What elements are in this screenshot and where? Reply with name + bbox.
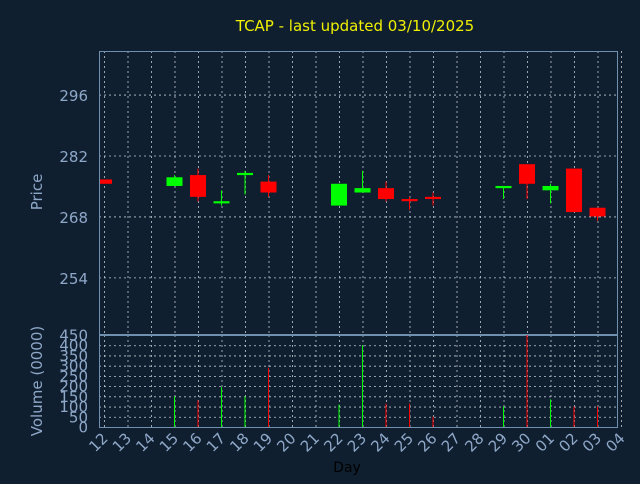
candle-body (354, 188, 371, 193)
volume-axis-label: Volume (0000) (28, 326, 46, 436)
volume-tick-label: 350 (59, 347, 88, 365)
volume-tick-label: 100 (59, 398, 88, 416)
candle-body (166, 177, 183, 186)
x-tick-label: 21 (297, 429, 323, 455)
candle-body (190, 175, 206, 197)
x-tick-label: 27 (438, 429, 464, 455)
x-tick-label: 30 (508, 429, 534, 455)
x-tick-label: 13 (109, 429, 135, 455)
volume-tick-label: 250 (59, 367, 88, 385)
price-tick-label: 282 (59, 148, 88, 166)
candle-body (425, 196, 441, 200)
candle-body (213, 201, 230, 204)
candle-body (237, 172, 253, 176)
candle-body (378, 188, 394, 200)
volume-tick-label: 0 (78, 419, 88, 437)
candle-body (331, 183, 347, 206)
volume-tick-label: 300 (59, 357, 88, 375)
candle-body (495, 185, 512, 189)
price-tick-label: 268 (59, 209, 88, 227)
x-tick-label: 17 (203, 429, 229, 455)
x-tick-label: 28 (461, 429, 487, 455)
x-tick-label: 25 (391, 429, 417, 455)
x-tick-label: 23 (344, 429, 370, 455)
price-axis-label: Price (28, 174, 46, 211)
x-tick-label: 01 (532, 429, 558, 455)
volume-panel-frame (99, 335, 618, 428)
candle-body (542, 185, 559, 191)
x-tick-label: 18 (226, 429, 252, 455)
x-axis-label: Day (333, 460, 361, 476)
price-panel-frame (99, 51, 618, 335)
x-tick-label: 14 (132, 429, 158, 455)
chart-title: TCAP - last updated 03/10/2025 (235, 17, 474, 35)
x-tick-label: 03 (579, 429, 605, 455)
x-tick-label: 12 (85, 429, 111, 455)
x-tick-label: 19 (250, 429, 276, 455)
candle-body (519, 164, 535, 184)
volume-tick-label: 150 (59, 388, 88, 406)
x-tick-label: 29 (485, 429, 511, 455)
volume-tick-label: 450 (59, 327, 88, 345)
candle-body (100, 179, 112, 184)
x-tick-label: 26 (414, 429, 440, 455)
candle-body (260, 181, 277, 193)
volume-tick-label: 50 (69, 408, 88, 426)
x-tick-label: 16 (179, 429, 205, 455)
candle-body (566, 168, 582, 213)
x-tick-label: 04 (602, 429, 628, 455)
x-tick-label: 22 (320, 429, 346, 455)
x-tick-label: 15 (156, 429, 182, 455)
volume-tick-label: 400 (59, 337, 88, 355)
x-tick-label: 24 (367, 429, 393, 455)
volume-tick-label: 200 (59, 378, 88, 396)
price-tick-label: 254 (59, 270, 88, 288)
x-tick-label: 20 (273, 429, 299, 455)
candle-body (589, 207, 606, 217)
x-tick-label: 02 (555, 429, 581, 455)
candle-body (401, 199, 418, 202)
price-tick-label: 296 (59, 87, 88, 105)
